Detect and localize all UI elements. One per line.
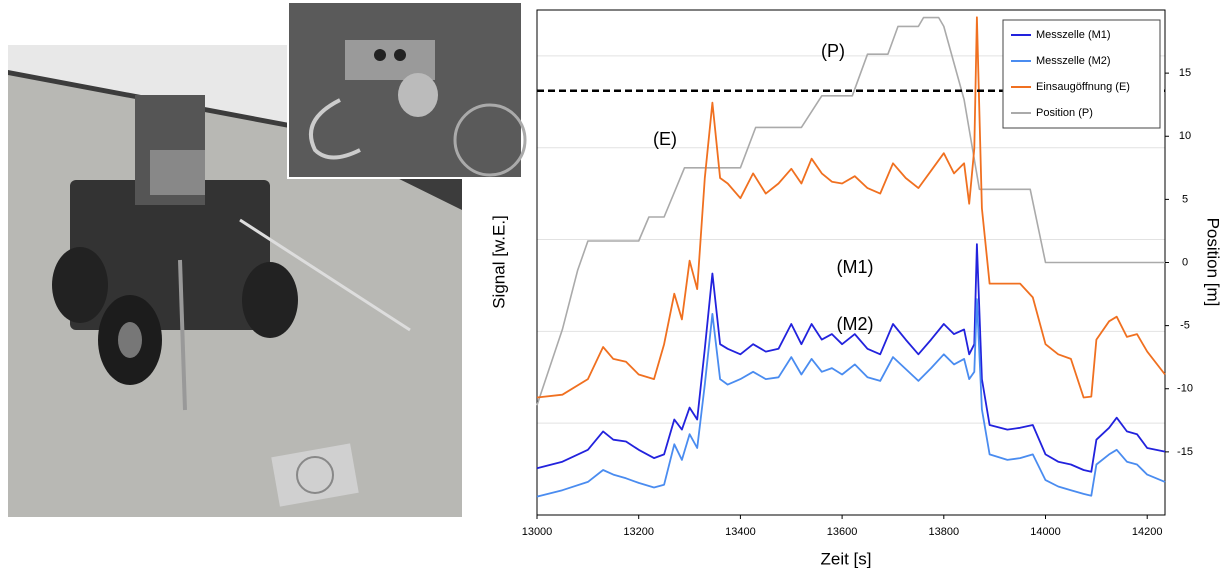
series-line	[536, 298, 1166, 498]
annotation: (E)	[653, 129, 677, 149]
x-tick-label: 13400	[725, 526, 756, 538]
x-tick-label: 14200	[1132, 526, 1163, 538]
x-tick-label: 13000	[522, 526, 553, 538]
sensor-photo	[287, 1, 527, 179]
y2-tick-label: 15	[1179, 67, 1191, 79]
annotation: (M2)	[837, 314, 874, 334]
x-axis-label: Zeit [s]	[820, 549, 871, 568]
series-line	[536, 243, 1166, 473]
x-tick-label: 14000	[1030, 526, 1061, 538]
y2-axis-label: Position [m]	[1204, 218, 1223, 307]
series-line	[536, 16, 1165, 406]
y2-tick-label: -15	[1177, 446, 1193, 458]
legend-label: Position (P)	[1036, 107, 1093, 119]
y2-tick-label: 0	[1182, 256, 1188, 268]
legend-label: Messzelle (M1)	[1036, 29, 1111, 41]
annotation: (M1)	[837, 257, 874, 277]
annotation: (P)	[821, 41, 845, 61]
x-tick-label: 13800	[929, 526, 960, 538]
series-line	[536, 16, 1166, 399]
y2-tick-label: -10	[1177, 383, 1193, 395]
y2-tick-label: 10	[1179, 130, 1191, 142]
y2-tick-label: -5	[1180, 320, 1190, 332]
y-axis-label: Signal [w.E.]	[489, 215, 508, 309]
x-tick-label: 13200	[623, 526, 654, 538]
x-tick-label: 13600	[827, 526, 858, 538]
y2-tick-label: 5	[1182, 193, 1188, 205]
legend-label: Einsaugöffnung (E)	[1036, 81, 1130, 93]
legend-label: Messzelle (M2)	[1036, 55, 1111, 67]
legend-box	[1002, 19, 1161, 129]
